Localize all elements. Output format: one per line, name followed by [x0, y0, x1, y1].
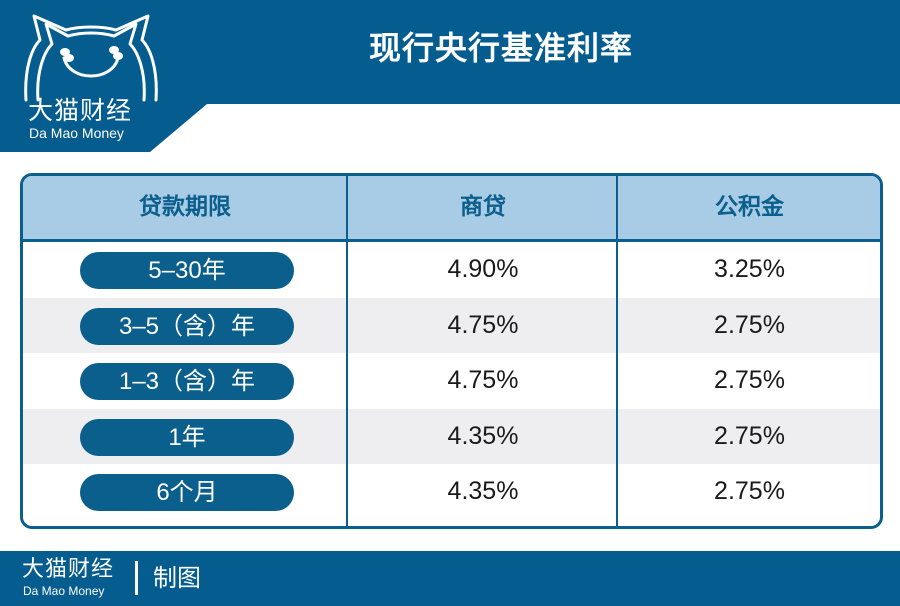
rate-table: 贷款期限 商贷 公积金 5–30年 4.90% 3.25% 3–5（含）年 4.…: [20, 173, 883, 529]
brand-name-cn: 大猫财经: [28, 96, 133, 125]
table-row: 5–30年 4.90% 3.25%: [23, 242, 880, 298]
commercial-rate: 4.75%: [447, 310, 519, 339]
provident-rate: 2.75%: [714, 477, 785, 506]
column-header-commercial: 商贷: [460, 194, 506, 220]
commercial-rate: 4.75%: [447, 366, 519, 395]
provident-rate: 2.75%: [714, 421, 785, 450]
table-row: 1年 4.35% 2.75%: [23, 408, 880, 465]
column-divider: [346, 176, 348, 526]
provident-rate: 2.75%: [714, 366, 785, 395]
table-row: 3–5（含）年 4.75% 2.75%: [23, 297, 880, 354]
footer-bar: 大猫财经 Da Mao Money 制图: [0, 551, 900, 606]
column-header-term: 贷款期限: [139, 194, 231, 220]
table-body: 5–30年 4.90% 3.25% 3–5（含）年 4.75% 2.75% 1–…: [23, 242, 880, 520]
logo-block: 大猫财经 Da Mao Money: [0, 0, 210, 152]
cat-face-icon: [24, 14, 158, 102]
provident-rate: 2.75%: [714, 310, 785, 339]
footer-brand-cn: 大猫财经: [22, 557, 115, 582]
term-pill: 5–30年: [80, 252, 294, 289]
term-pill: 3–5（含）年: [80, 307, 294, 345]
commercial-rate: 4.90%: [447, 255, 519, 283]
footer-brand-en: Da Mao Money: [23, 584, 105, 598]
table-row: 1–3（含）年 4.75% 2.75%: [23, 353, 880, 409]
term-pill: 6个月: [80, 474, 294, 512]
footer-credit-label: 制图: [153, 564, 201, 592]
term-pill: 1年: [80, 418, 294, 456]
provident-rate: 3.25%: [714, 255, 785, 283]
brand-name-en: Da Mao Money: [29, 125, 124, 141]
table-header: 贷款期限 商贷 公积金: [23, 176, 880, 242]
commercial-rate: 4.35%: [447, 421, 519, 450]
column-divider: [616, 176, 618, 526]
footer-divider: [135, 561, 138, 595]
column-header-provident: 公积金: [715, 194, 784, 220]
commercial-rate: 4.35%: [447, 477, 519, 506]
page-title: 现行央行基准利率: [369, 29, 634, 67]
term-pill: 1–3（含）年: [80, 363, 294, 401]
table-row: 6个月 4.35% 2.75%: [23, 464, 880, 520]
